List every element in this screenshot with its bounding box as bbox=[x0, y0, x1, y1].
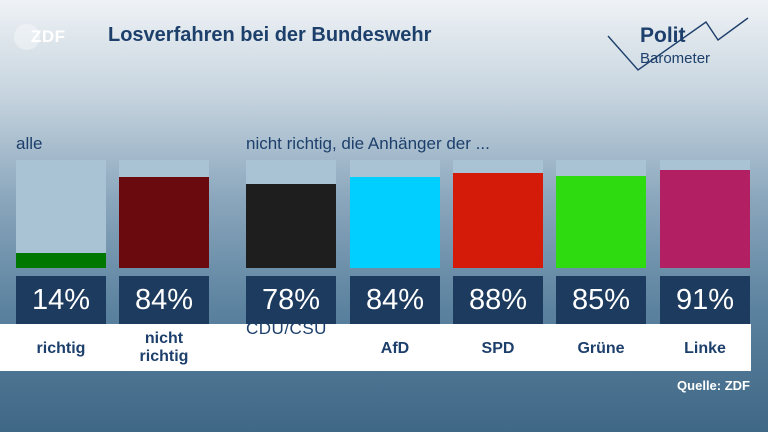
category-label-afd: AfD bbox=[380, 340, 410, 357]
zdf-logo-text: ZDF bbox=[31, 27, 66, 46]
bar-linke bbox=[660, 169, 750, 268]
bar-cdu-csu bbox=[246, 183, 336, 268]
category-label-nicht-richtig: nicht richtig bbox=[139, 330, 189, 365]
value-label-afd: 84% bbox=[350, 276, 440, 324]
bar-track-richtig bbox=[16, 160, 106, 268]
value-label-nicht-richtig: 84% bbox=[119, 276, 209, 324]
value-label-spd: 88% bbox=[453, 276, 543, 324]
category-label-spd: SPD bbox=[481, 340, 515, 357]
bar-track-afd bbox=[350, 160, 440, 268]
value-label-linke: 91% bbox=[660, 276, 750, 324]
bar-track-nicht-richtig bbox=[119, 160, 209, 268]
category-label-richtig: richtig bbox=[36, 340, 86, 357]
category-label-linke: Linke bbox=[684, 340, 726, 357]
group-label-partisans: nicht richtig, die Anhänger der ... bbox=[246, 134, 490, 153]
category-label-cdu-csu: CDU/CSU bbox=[246, 319, 327, 338]
bar-grüne bbox=[556, 176, 646, 268]
bar-spd bbox=[453, 172, 543, 268]
bar-track-linke bbox=[660, 160, 750, 268]
bar-richtig bbox=[16, 252, 106, 268]
bar-track-grüne bbox=[556, 160, 646, 268]
bar-track-cdu-csu bbox=[246, 160, 336, 268]
bar-afd bbox=[350, 177, 440, 268]
value-label-richtig: 14% bbox=[16, 276, 106, 324]
brand-line-2: Barometer bbox=[640, 50, 711, 67]
bar-track-spd bbox=[453, 160, 543, 268]
politbarometer-graph-icon bbox=[607, 17, 749, 71]
bar-nicht-richtig bbox=[119, 177, 209, 268]
group-label-all: alle bbox=[16, 134, 43, 153]
brand-line-1: Polit bbox=[640, 24, 686, 47]
zdf-logo-mark bbox=[14, 24, 40, 50]
source-note: Quelle: ZDF bbox=[677, 378, 750, 393]
chart-title: Losverfahren bei der Bundeswehr bbox=[108, 24, 432, 46]
value-label-grüne: 85% bbox=[556, 276, 646, 324]
category-label-band bbox=[0, 324, 751, 371]
value-label-cdu-csu: 78% bbox=[246, 276, 336, 324]
category-label-grüne: Grüne bbox=[577, 340, 625, 357]
zdf-logo: ZDF bbox=[14, 24, 76, 50]
politbarometer-logo: Polit Barometer bbox=[600, 14, 756, 74]
